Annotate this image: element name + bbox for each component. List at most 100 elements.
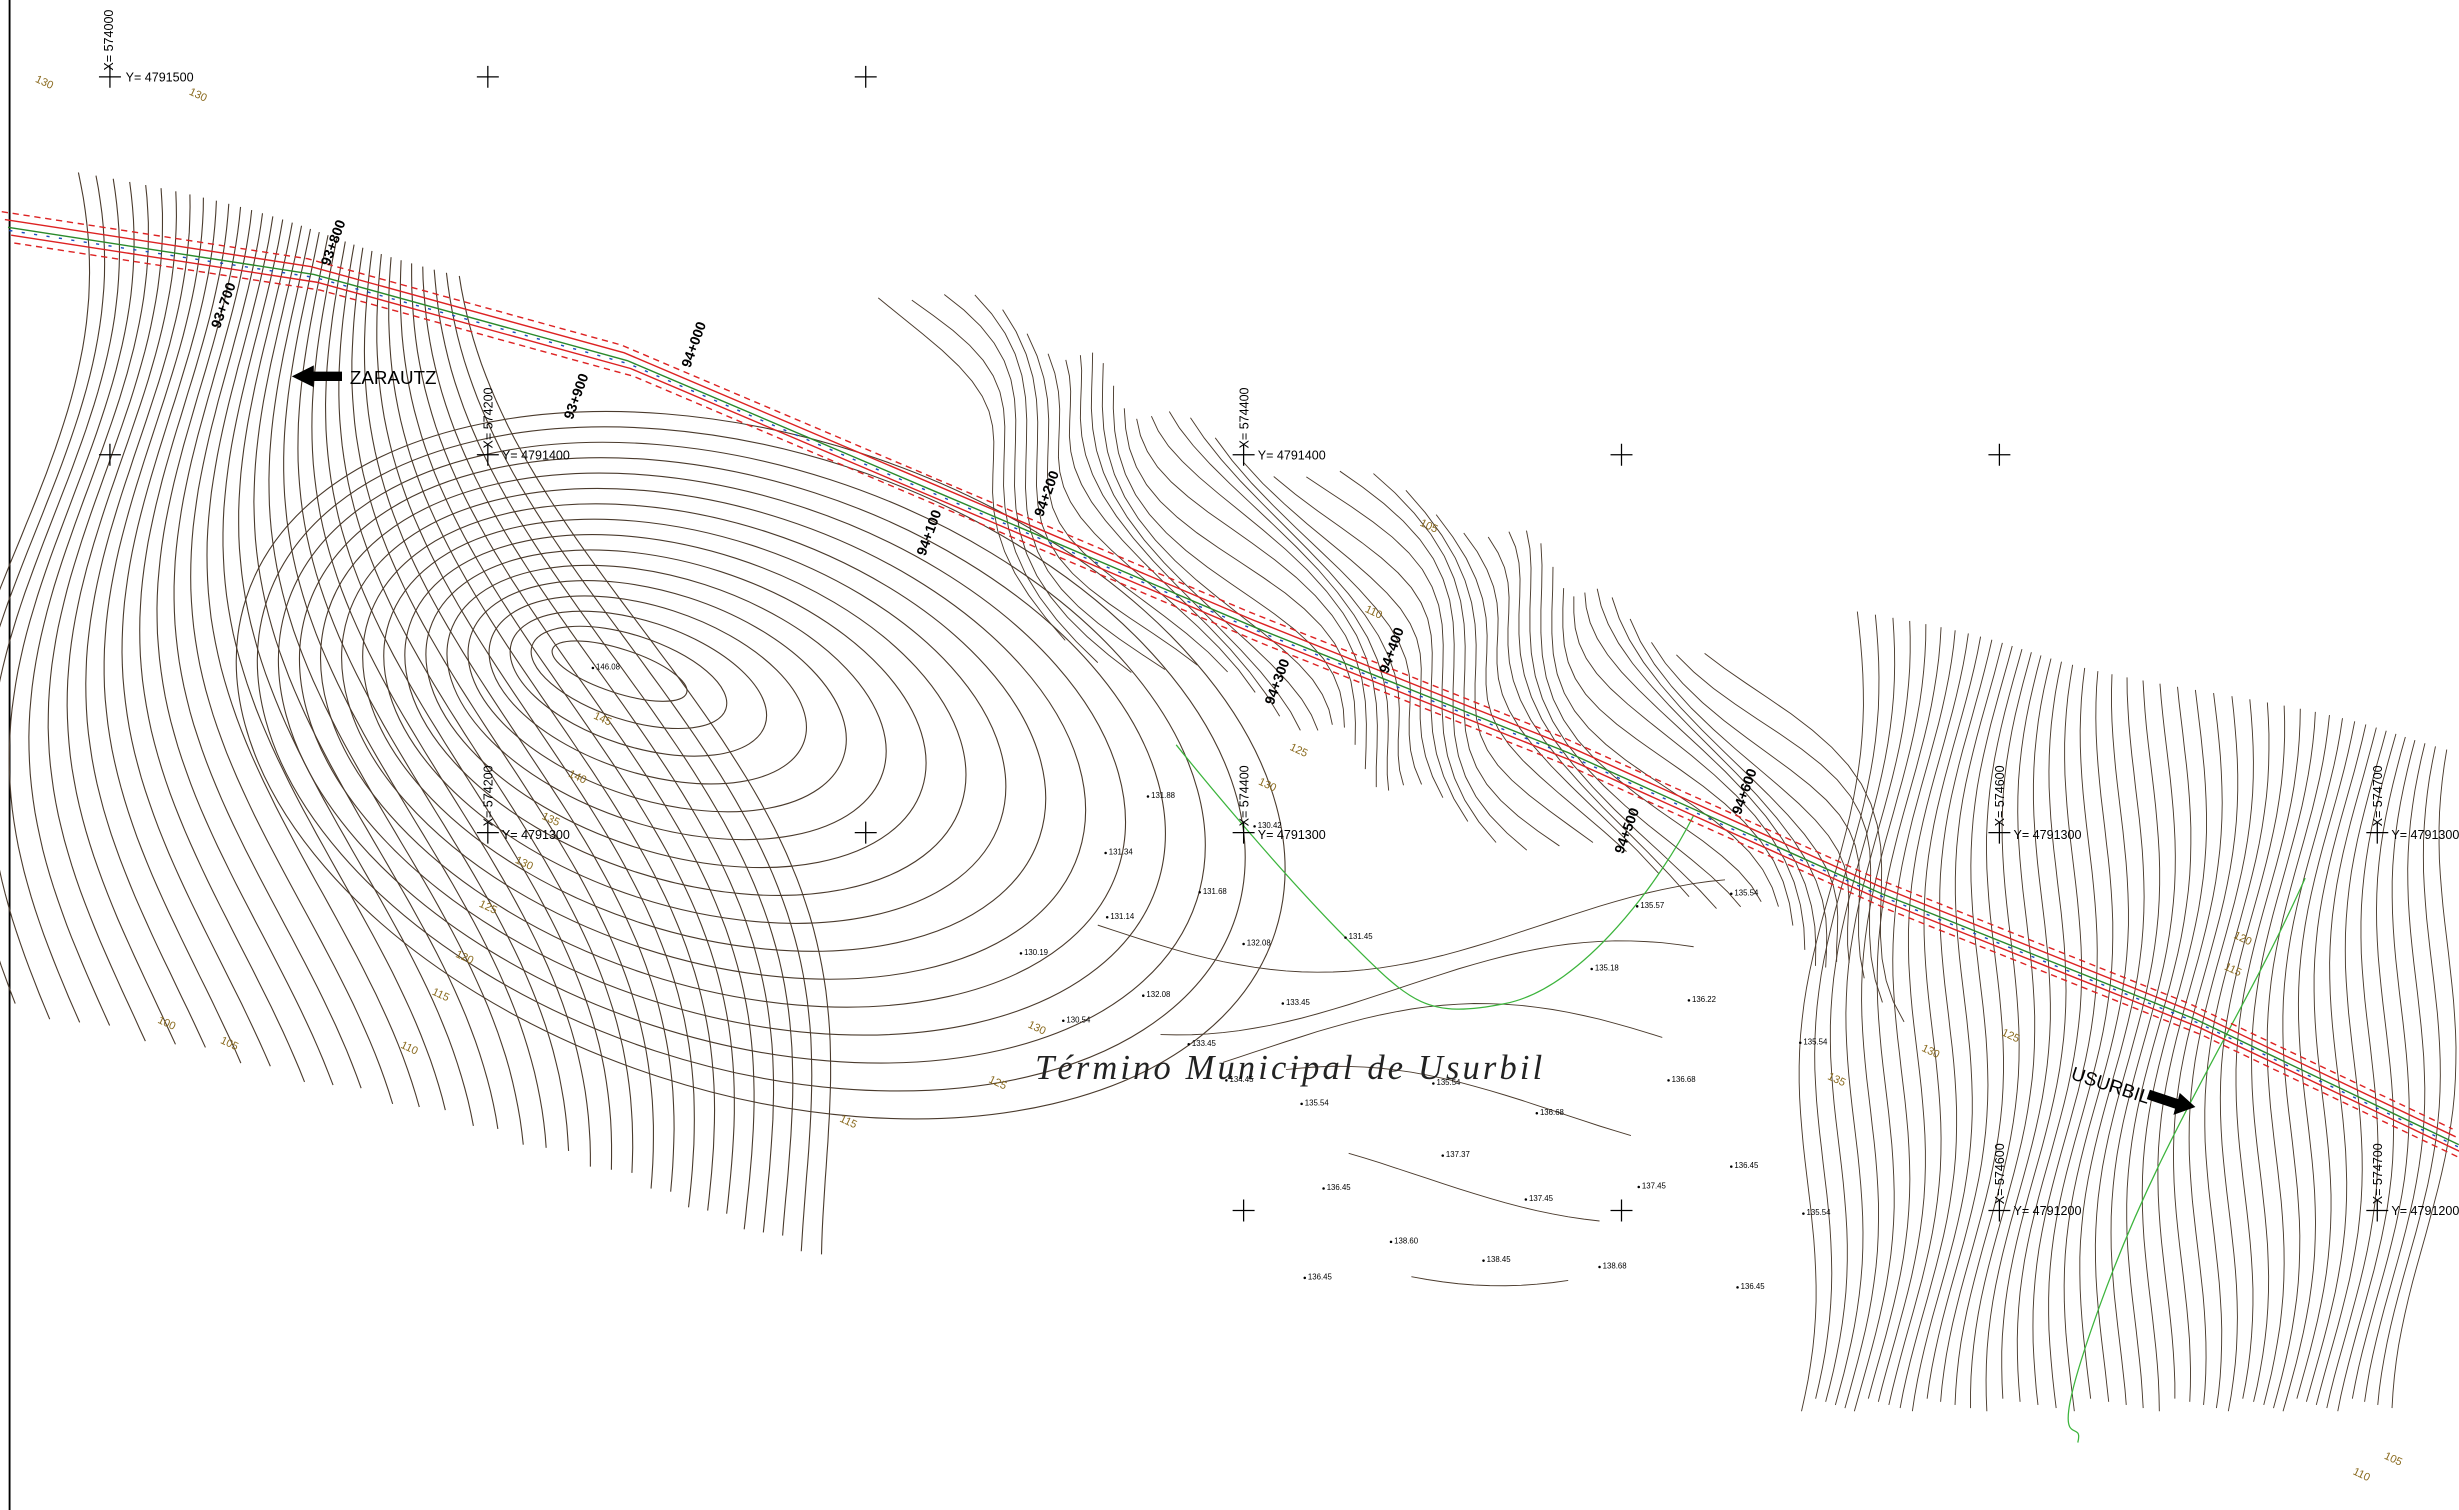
coordinate-label: X= 574200 [482,387,496,448]
contour-line [376,253,695,1208]
contour-line [1526,530,1742,908]
grid-cross [1232,1199,1255,1222]
contour-line [2094,680,2161,1402]
grid-cross [1232,821,1255,844]
spot-marker [1590,967,1593,971]
contour-line [2251,711,2316,1402]
coordinate-label: Y= 4791300 [2014,828,2082,842]
contour-line [1985,658,2052,1412]
spot-marker [1667,1079,1670,1082]
spot-height: 135.57 [1640,901,1664,910]
contour-line [458,275,832,1255]
grid-cross [2366,821,2389,844]
contour-line [1888,636,1982,1406]
spot-marker [1300,1102,1303,1106]
contour-line [363,250,675,1192]
contours [0,172,2457,1443]
spot-marker [1104,851,1107,855]
road-alignment [1,210,2459,1159]
spot-marker [1146,795,1150,798]
contour-line [8,181,135,1023]
contour-line [1214,437,1423,785]
contour-ring [446,564,887,841]
contour-line [943,294,1132,673]
contour-line [103,197,242,1064]
grid-cross [854,65,877,88]
stream-line [2067,877,2306,1443]
contour-line [433,269,794,1236]
contour-ring [488,595,807,785]
spot-height: 133.45 [1192,1039,1217,1048]
contour-line [2377,746,2441,1405]
contour-label: 115 [2222,961,2243,979]
contour-line [1825,617,1896,1402]
contour-line [1463,532,1660,874]
coordinate-label: X= 574600 [1993,765,2007,826]
municipality-title: Término Municipal de Usurbil [1035,1049,1545,1087]
coordinate-label: Y= 4791300 [2391,828,2459,842]
contour-line [1112,385,1345,728]
spot-height: 131.34 [1109,848,1134,857]
contour-line [1123,408,1356,745]
contour-line [1285,1065,1632,1137]
contour-line [445,272,813,1252]
grid-cross [476,65,499,88]
spot-marker [1730,1165,1733,1168]
contour-line [1926,645,2013,1399]
coordinate-label: Y= 4791400 [502,448,570,462]
contour-line [1090,352,1319,731]
contour-line [1150,415,1378,788]
spot-height: 137.45 [1529,1194,1554,1203]
spot-marker [1441,1154,1445,1157]
contour-line [1168,411,1390,791]
contour-line [1405,490,1594,843]
spot-marker [1802,1212,1805,1215]
contour-line [388,257,716,1211]
spot-marker [1019,952,1023,955]
contour-line [156,206,334,1086]
contour-ring [320,472,1127,1008]
contour-line [0,172,91,591]
spot-marker [1482,1259,1485,1262]
contour-line [1573,596,1806,950]
contour-line [206,216,420,1108]
road-edge [9,229,2459,1149]
contour-line [1190,417,1405,786]
coordinate-label: X= 574200 [482,765,496,826]
contour-line [47,188,164,1042]
contour-line [1798,611,1864,1412]
contour-line [399,260,735,1214]
contour-line [877,297,1066,641]
grid-cross [1610,1199,1633,1222]
contour-line [1611,597,1839,962]
contour-line [1651,642,1865,979]
contour-line [2315,730,2387,1406]
contour-ring [298,457,1166,1036]
spot-height: 136.68 [1672,1075,1697,1084]
spot-marker [1524,1198,1528,1201]
contour-line [0,175,106,1004]
grid-cross [98,443,121,466]
contour-line [238,222,474,1126]
contour-ring [467,580,847,813]
contour-line [28,184,149,1026]
coordinate-label: Y= 4791300 [502,828,570,842]
contour-line [1584,592,1817,966]
spot-marker [1730,892,1733,896]
grid-cross [476,443,499,466]
road-edge [14,242,2459,1159]
contour-line [2001,661,2067,1399]
spot-marker [1799,1041,1802,1044]
coordinate-label: Y= 4791500 [126,71,194,85]
contour-line [1065,359,1281,717]
spot-height: 138.68 [1603,1262,1628,1271]
spot-marker [1225,1079,1228,1082]
contour-line [2141,689,2208,1412]
contour-line [1273,476,1469,822]
contour-line [222,219,446,1111]
coordinate-label: X= 574600 [1993,1143,2007,1204]
contour-line [1596,588,1828,968]
contour-line [1079,355,1301,731]
spot-height: 132.08 [1247,939,1272,948]
contour-line [2282,721,2356,1412]
